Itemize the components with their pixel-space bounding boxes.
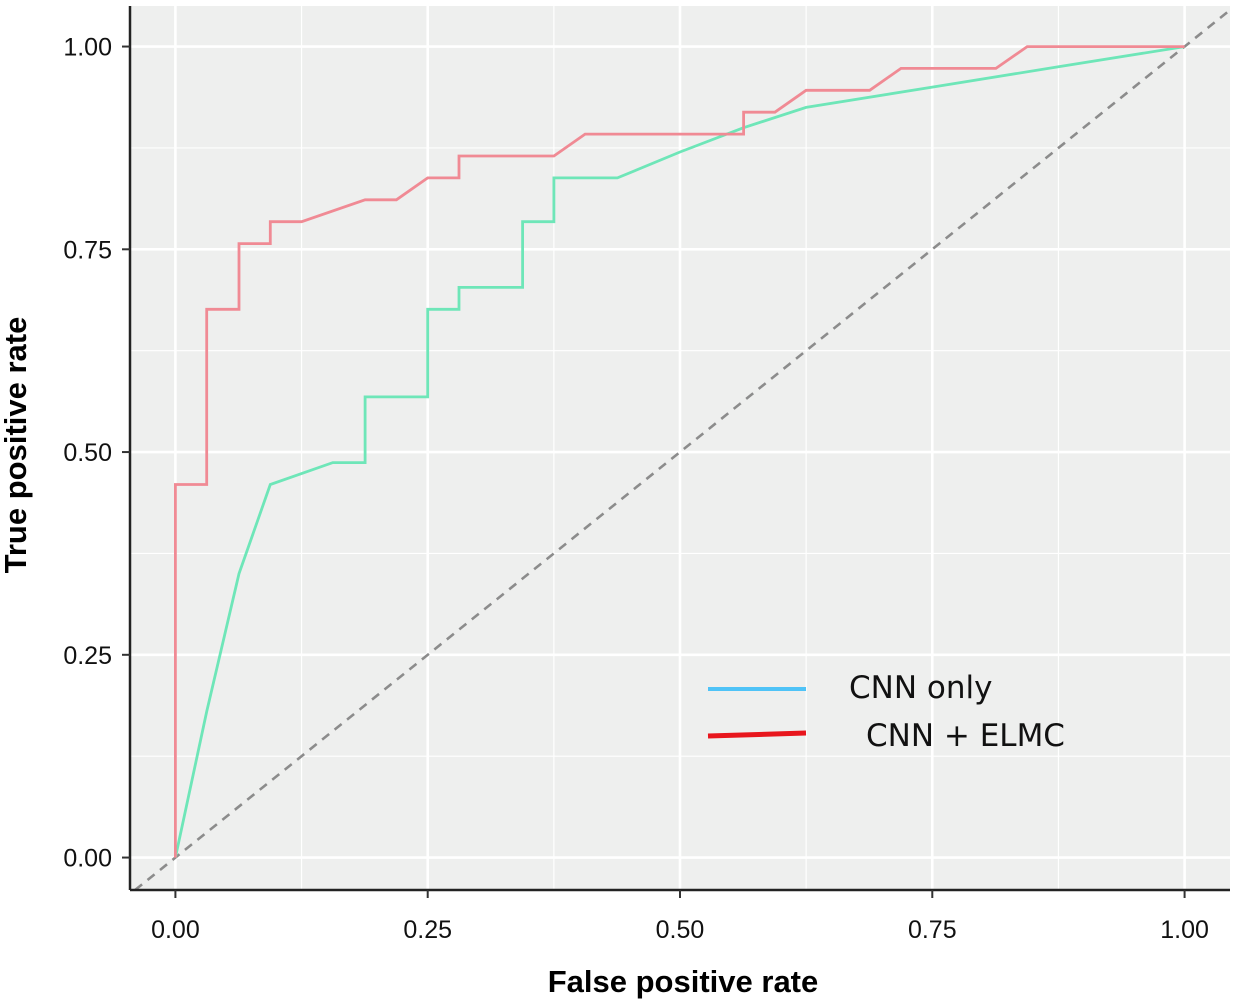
x-axis-title: False positive rate: [548, 964, 819, 999]
legend-label-cnn-only: CNN only: [849, 670, 992, 706]
x-tick-label: 0.50: [656, 916, 705, 944]
y-axis-ticks: 0.00 0.25 0.50 0.75 1.00: [63, 34, 130, 873]
x-tick-label: 0.25: [403, 916, 452, 944]
x-tick-label: 0.75: [908, 916, 957, 944]
x-tick-label: 1.00: [1160, 916, 1209, 944]
y-axis-title: True positive rate: [0, 317, 33, 574]
y-tick-label: 0.75: [63, 236, 112, 264]
y-tick-label: 0.25: [63, 642, 112, 670]
x-axis-ticks: 0.00 0.25 0.50 0.75 1.00: [151, 890, 1209, 944]
legend-swatch-cnn-elmc: [707, 730, 807, 739]
roc-curve-cnn-only: [174, 45, 1185, 858]
series-layer: [173, 45, 1185, 858]
legend-label-cnn-elmc: CNN + ELMC: [866, 718, 1065, 754]
legend: CNN only CNN + ELMC: [707, 670, 1065, 754]
y-tick-label: 0.00: [63, 845, 112, 873]
diagonal-reference-line: [134, 9, 1231, 892]
major-gridlines: [130, 6, 1230, 890]
y-tick-label: 1.00: [63, 34, 112, 62]
y-tick-label: 0.50: [63, 439, 112, 467]
roc-curve-cnn-elmc: [173, 45, 1185, 858]
x-tick-label: 0.00: [151, 916, 200, 944]
